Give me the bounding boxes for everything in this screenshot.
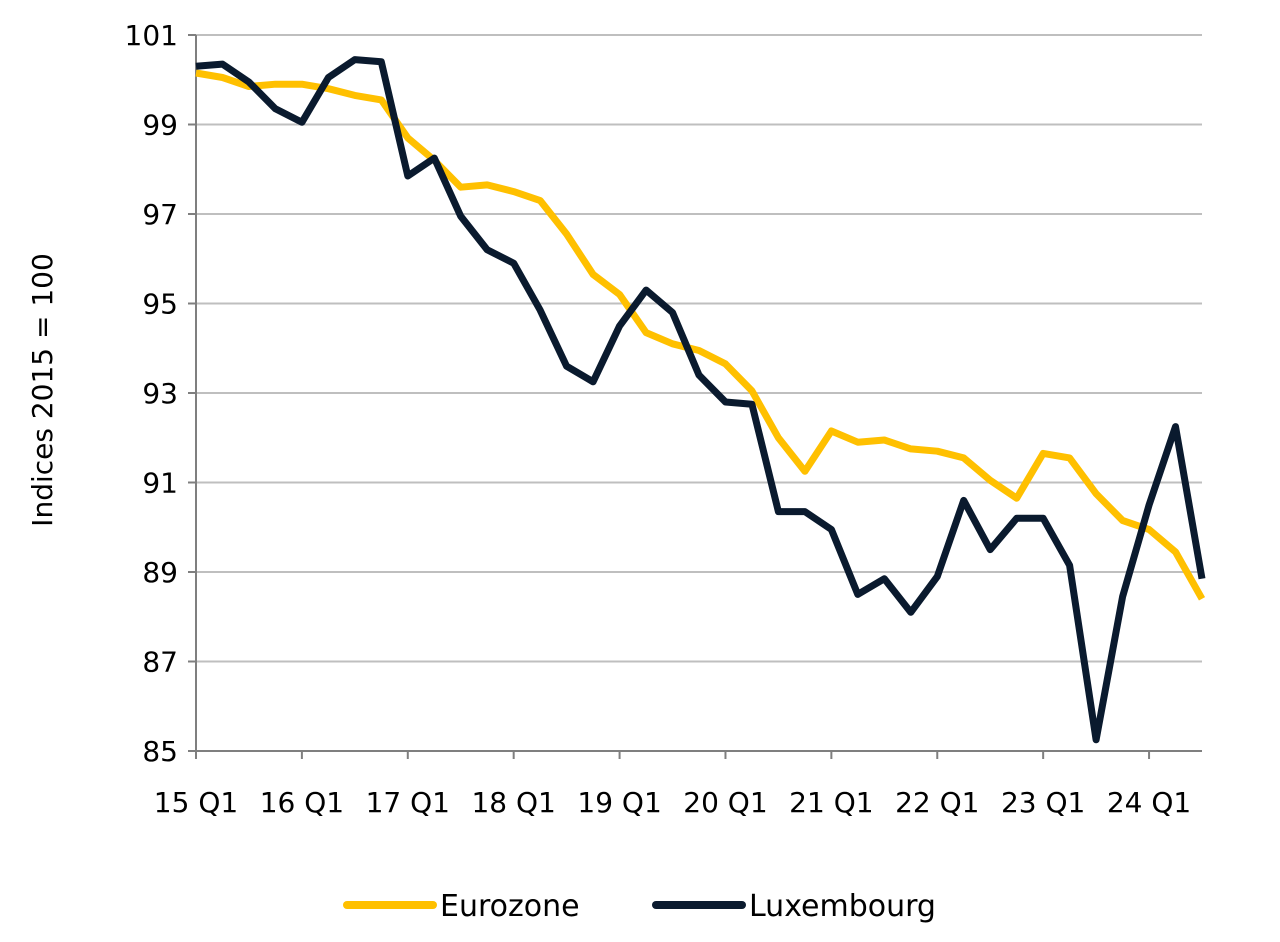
- y-tick-label: 89: [142, 556, 178, 589]
- x-tick-label: 18 Q1: [471, 786, 555, 819]
- x-tick-label: 16 Q1: [260, 786, 344, 819]
- y-tick-label: 85: [142, 735, 178, 768]
- legend: Eurozone Luxembourg: [343, 889, 936, 924]
- legend-label-luxembourg: Luxembourg: [749, 889, 936, 924]
- y-tick-label: 95: [142, 288, 178, 321]
- x-tick-label: 15 Q1: [154, 786, 238, 819]
- y-tick-label: 87: [142, 646, 178, 679]
- x-tick-labels: 15 Q1 16 Q1 17 Q1 18 Q1 19 Q1 20 Q1 21 Q1 22 Q1…: [154, 786, 1191, 819]
- y-tick-label: 101: [125, 19, 178, 52]
- y-tick-label: 93: [142, 377, 178, 410]
- x-tick-label: 24 Q1: [1107, 786, 1191, 819]
- y-tick-label: 91: [142, 467, 178, 500]
- y-axis-title: Indices 2015 = 100: [26, 253, 59, 527]
- axes: [188, 34, 1202, 759]
- series-line-luxembourg: [195, 56, 1206, 744]
- x-tick-label: 19 Q1: [577, 786, 661, 819]
- y-tick-label: 97: [142, 198, 178, 231]
- x-tick-label: 22 Q1: [895, 786, 979, 819]
- x-tick-label: 20 Q1: [683, 786, 767, 819]
- x-tick-label: 21 Q1: [789, 786, 873, 819]
- series-line-eurozone: [195, 69, 1206, 601]
- x-tick-label: 17 Q1: [366, 786, 450, 819]
- legend-label-eurozone: Eurozone: [440, 889, 580, 924]
- y-tick-label: 99: [142, 109, 178, 142]
- y-tick-labels: 85 87 89 91 93 95 97 99 101: [125, 19, 178, 768]
- gridlines: [196, 34, 1202, 663]
- x-tick-label: 23 Q1: [1001, 786, 1085, 819]
- series-lines: [195, 56, 1206, 744]
